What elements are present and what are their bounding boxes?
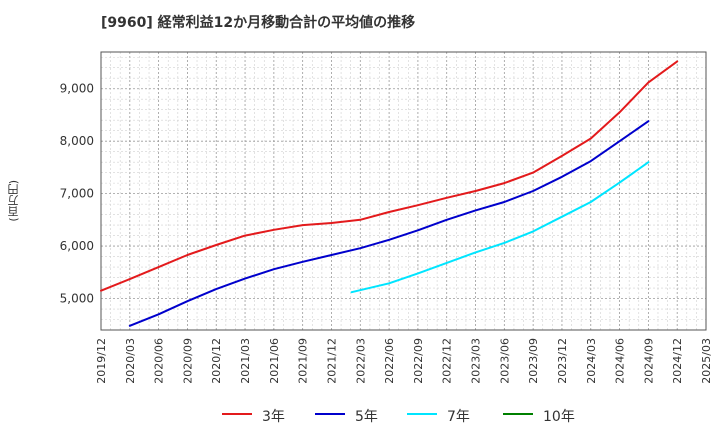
x-tick-label: 2020/09 — [181, 338, 194, 384]
legend-label: 3年 — [262, 409, 285, 425]
x-tick-label: 2024/12 — [671, 338, 684, 384]
x-tick-label: 2023/09 — [527, 338, 540, 384]
x-tick-label: 2020/06 — [153, 338, 166, 384]
plot-frame — [100, 51, 707, 331]
x-tick-label: 2020/03 — [124, 338, 137, 384]
series-line-7年 — [350, 161, 650, 294]
x-tick-label: 2021/06 — [268, 338, 281, 384]
y-tick-label: 6,000 — [60, 239, 94, 253]
x-tick-label: 2022/03 — [354, 338, 367, 384]
x-tick-label: 2024/03 — [585, 338, 598, 384]
legend-swatch — [407, 413, 437, 415]
x-tick-label: 2023/03 — [470, 338, 483, 384]
chart-title: [9960] 経常利益12か月移動合計の平均値の推移 — [101, 15, 416, 31]
legend-swatch — [503, 413, 533, 415]
series-line-3年 — [100, 60, 679, 292]
y-tick-label: 8,000 — [60, 134, 94, 148]
x-tick-label: 2022/12 — [441, 338, 454, 384]
x-tick-label: 2023/06 — [498, 338, 511, 384]
x-tick-label: 2024/09 — [642, 338, 655, 384]
legend-label: 5年 — [355, 409, 378, 425]
x-tick-label: 2022/09 — [412, 338, 425, 384]
x-tick-label: 2020/12 — [210, 338, 223, 384]
x-tick-label: 2019/12 — [95, 338, 108, 384]
x-tick-label: 2023/12 — [556, 338, 569, 384]
x-tick-label: 2021/12 — [325, 338, 338, 384]
legend: 3年 5年 7年 10年 — [0, 400, 720, 430]
legend-label: 7年 — [447, 409, 470, 425]
x-tick-label: 2021/09 — [297, 338, 310, 384]
legend-swatch — [315, 413, 345, 415]
chart-area: 5,000 6,000 7,000 8,000 9,000 2019/12 2020/03 2… — [60, 51, 713, 384]
y-tick-label: 5,000 — [60, 292, 94, 306]
x-tick-label: 2024/06 — [614, 338, 627, 384]
legend-label: 10年 — [543, 409, 575, 425]
y-tick-label: 9,000 — [60, 82, 94, 96]
series-line-5年 — [128, 120, 650, 327]
x-tick-label: 2021/03 — [239, 338, 252, 384]
x-tick-label: 2025/03 — [700, 338, 713, 384]
legend-swatch — [222, 413, 252, 415]
y-tick-label: 7,000 — [60, 187, 94, 201]
x-tick-label: 2022/06 — [383, 338, 396, 384]
